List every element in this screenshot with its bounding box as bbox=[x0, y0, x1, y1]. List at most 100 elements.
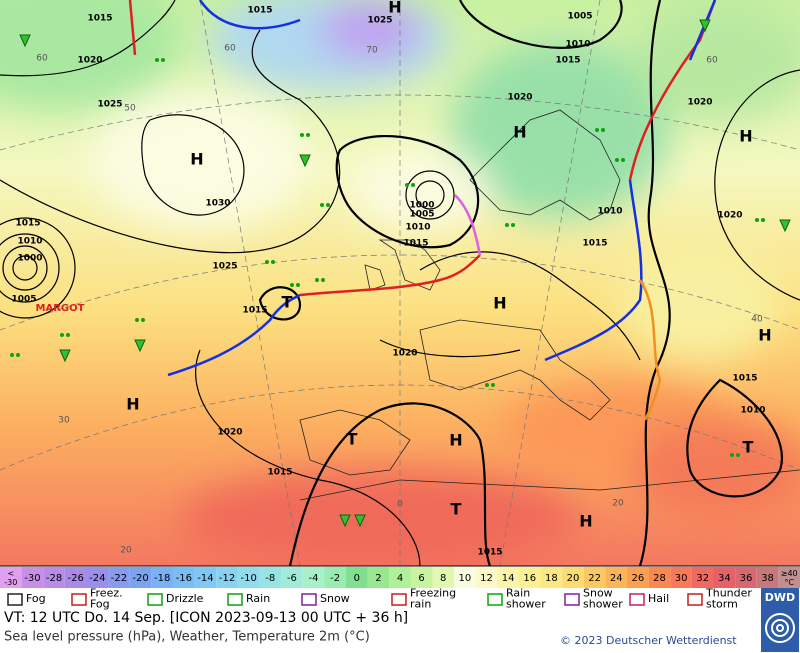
rain-dot bbox=[300, 133, 304, 137]
rain-dot bbox=[730, 453, 734, 457]
isobar-label: 1015 bbox=[477, 548, 502, 558]
scale-label: 2 bbox=[375, 573, 381, 584]
scale-cell bbox=[281, 567, 303, 588]
scale-label: 32 bbox=[696, 573, 709, 584]
scale-cell bbox=[583, 567, 606, 588]
scale-cell bbox=[756, 567, 779, 588]
scale-cell bbox=[432, 567, 455, 588]
isobar-label: 1015 bbox=[242, 306, 267, 316]
scale-cell bbox=[367, 567, 390, 588]
symbol-label: Drizzle bbox=[166, 592, 204, 605]
pressure-center: H bbox=[493, 294, 506, 313]
scale-cell bbox=[345, 567, 368, 588]
symbol-label: rain bbox=[410, 598, 431, 611]
scale-label: 26 bbox=[631, 573, 644, 584]
rain-dot bbox=[755, 218, 759, 222]
logo-text: DWD bbox=[765, 591, 795, 604]
isobar-label: 1015 bbox=[732, 374, 757, 384]
isobar-label: 1010 bbox=[565, 40, 590, 50]
pressure-center: H bbox=[758, 326, 771, 345]
rain-dot bbox=[320, 203, 324, 207]
scale-label: ≥40 bbox=[781, 569, 798, 578]
symbol-legend: Fog Freez.Fog Drizzle Rain Snow FreezingrainR… bbox=[7, 587, 752, 611]
scale-label: -28 bbox=[46, 573, 62, 584]
scale-cell bbox=[670, 567, 692, 588]
rain-dot bbox=[326, 203, 330, 207]
symbol-label: Hail bbox=[648, 592, 669, 605]
symbol-icon bbox=[564, 593, 580, 606]
isobar-label: 1015 bbox=[87, 14, 112, 24]
isobar-label: 1005 bbox=[409, 210, 434, 220]
scale-label: 6 bbox=[418, 573, 424, 584]
isobar-label: 1005 bbox=[11, 295, 36, 305]
symbol-label: Freezing bbox=[410, 587, 456, 600]
scale-label: 18 bbox=[545, 573, 558, 584]
valid-time: VT: 12 UTC Do. 14 Sep. [ICON 2023-09-13 … bbox=[4, 610, 408, 626]
scale-label: -26 bbox=[68, 573, 84, 584]
isobar-label: 1015 bbox=[403, 239, 428, 249]
temperature-label: 40 bbox=[751, 315, 763, 325]
temperature-label: 20 bbox=[612, 499, 624, 509]
pressure-center: H bbox=[579, 512, 592, 531]
scale-cell bbox=[735, 567, 757, 588]
scale-cell bbox=[21, 567, 44, 588]
rain-dot bbox=[265, 260, 269, 264]
scale-cell bbox=[43, 567, 65, 588]
shower-symbol bbox=[339, 514, 351, 528]
scale-cell bbox=[194, 567, 217, 588]
logo-swirl bbox=[765, 613, 795, 643]
scale-label: -10 bbox=[240, 573, 256, 584]
rain-dot bbox=[306, 133, 310, 137]
scale-cell bbox=[64, 567, 87, 588]
shower-symbol bbox=[354, 514, 366, 528]
pressure-center: T bbox=[451, 500, 462, 519]
symbol-icon bbox=[7, 593, 23, 606]
isobar-label: 1010 bbox=[405, 223, 430, 233]
symbol-icon bbox=[301, 593, 317, 606]
pressure-center: T bbox=[282, 293, 293, 312]
temperature-scale: <-30 -30 -28 -26 -24 -22 -20 -18 -16 -14 -12 -10 -8-… bbox=[0, 567, 800, 588]
scale-label: -12 bbox=[219, 573, 235, 584]
rain-dot bbox=[601, 128, 605, 132]
scale-label: -30 bbox=[24, 573, 40, 584]
symbol-label: Fog bbox=[26, 592, 46, 605]
rain-dot bbox=[16, 353, 20, 357]
map-labels: 1015 1015 1025 1005 1020 1010 1015 1025 1020 1020… bbox=[11, 0, 771, 558]
isobar-label: 1005 bbox=[567, 12, 592, 22]
temperature-label: 0 bbox=[397, 500, 403, 510]
rain-dot bbox=[615, 158, 619, 162]
symbol-icon bbox=[487, 593, 503, 606]
scale-cell bbox=[778, 567, 800, 588]
scale-cell bbox=[562, 567, 584, 588]
rain-dot bbox=[511, 223, 515, 227]
pressure-center: H bbox=[126, 395, 139, 414]
scale-cell bbox=[259, 567, 282, 588]
scale-label: -20 bbox=[132, 573, 148, 584]
scale-cell bbox=[108, 567, 130, 588]
scale-label: 10 bbox=[458, 573, 471, 584]
temperature-label: 60 bbox=[706, 56, 718, 66]
scale-cell bbox=[648, 567, 671, 588]
isobar-label: 1025 bbox=[97, 100, 122, 110]
scale-label: 4 bbox=[397, 573, 403, 584]
scale-label: 34 bbox=[718, 573, 731, 584]
isobar-label: 1000 bbox=[17, 254, 42, 264]
scale-label: 14 bbox=[502, 573, 515, 584]
scale-label: 16 bbox=[523, 573, 536, 584]
isobar-label: 1025 bbox=[367, 16, 392, 26]
scale-cell bbox=[518, 567, 541, 588]
symbol-label: Snow bbox=[320, 592, 350, 605]
scale-label: < bbox=[7, 569, 14, 578]
temperature-label: 20 bbox=[120, 546, 132, 556]
scale-label: 24 bbox=[610, 573, 623, 584]
isobar-label: 1010 bbox=[740, 406, 765, 416]
symbol-label: storm bbox=[706, 598, 738, 611]
pressure-center: H bbox=[449, 431, 462, 450]
isobar-label: 1015 bbox=[267, 468, 292, 478]
scale-cell bbox=[691, 567, 714, 588]
map-area: 1015 1015 1025 1005 1020 1010 1015 1025 1020 1020… bbox=[0, 0, 800, 566]
temperature-label: 60 bbox=[224, 44, 236, 54]
isobar-label: 1020 bbox=[77, 56, 102, 66]
rain-dot bbox=[411, 183, 415, 187]
scale-label: -4 bbox=[309, 573, 319, 584]
